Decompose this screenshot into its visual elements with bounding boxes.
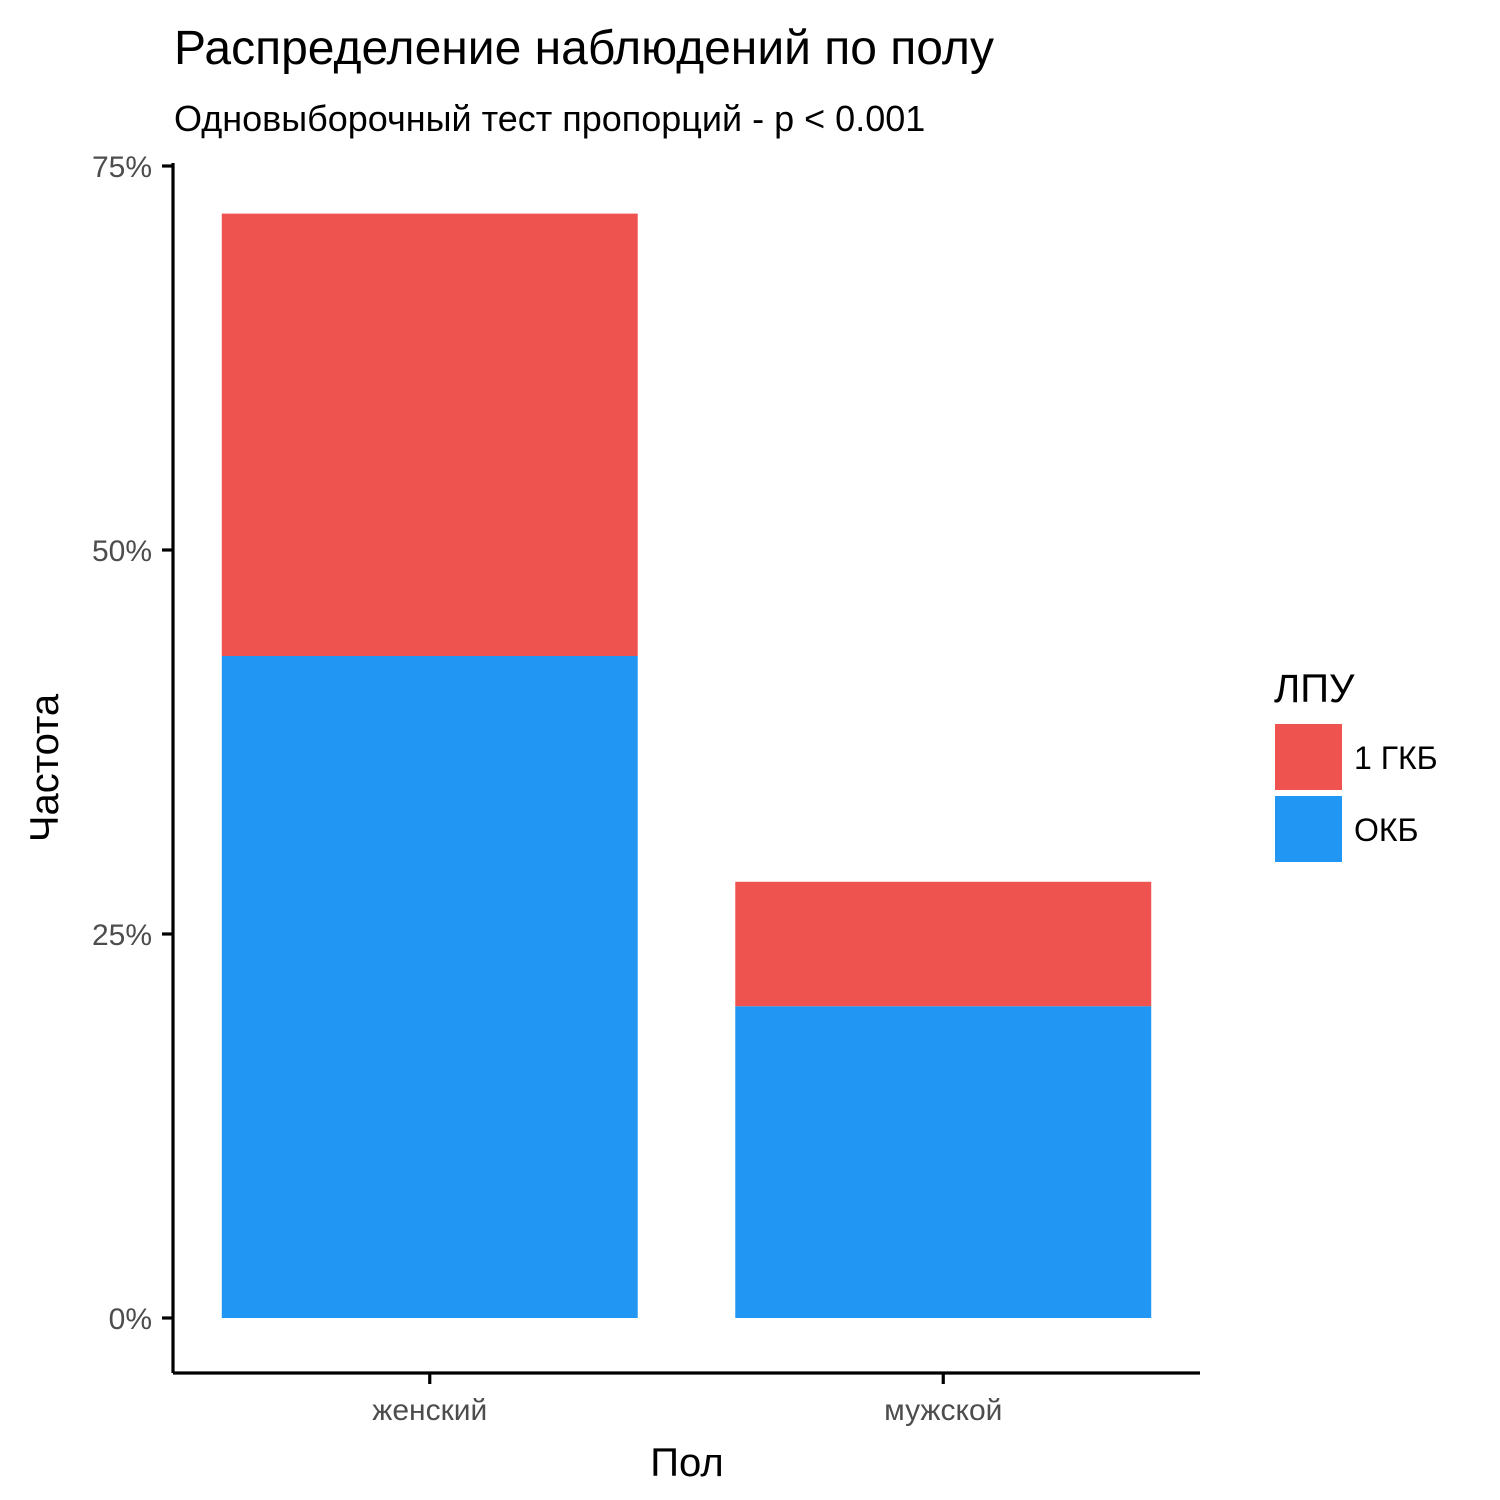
legend-label: ОКБ xyxy=(1354,812,1419,848)
y-tick-label: 50% xyxy=(92,535,152,568)
plot-area: 0% 25% 50% 75% женский мужской xyxy=(92,151,1200,1427)
chart-title: Распределение наблюдений по полу xyxy=(174,22,994,75)
x-tick-label: мужской xyxy=(884,1394,1002,1427)
y-axis-title: Частота xyxy=(23,693,67,842)
legend: ЛПУ 1 ГКБ ОКБ xyxy=(1274,667,1438,862)
chart-subtitle: Одновыборочный тест пропорций - p < 0.00… xyxy=(174,98,925,139)
legend-entries: 1 ГКБ ОКБ xyxy=(1275,724,1438,862)
y-axis: 0% 25% 50% 75% xyxy=(92,151,175,1373)
legend-swatch xyxy=(1275,724,1342,790)
legend-swatch xyxy=(1275,796,1342,862)
x-axis-title: Пол xyxy=(650,1441,723,1485)
bar-мужской-ОКБ xyxy=(735,1006,1152,1318)
y-tick-label: 75% xyxy=(92,151,152,184)
x-tick-label: женский xyxy=(372,1394,487,1427)
bar-женский-1-ГКБ xyxy=(221,213,638,656)
bar-женский-ОКБ xyxy=(221,655,638,1318)
legend-title: ЛПУ xyxy=(1274,667,1355,711)
legend-label: 1 ГКБ xyxy=(1354,740,1438,776)
y-tick-label: 0% xyxy=(109,1303,152,1336)
bars-group xyxy=(221,213,1152,1318)
x-axis: женский мужской xyxy=(173,1371,1200,1427)
bar-мужской-1-ГКБ xyxy=(735,881,1152,1007)
y-tick-label: 25% xyxy=(92,919,152,952)
